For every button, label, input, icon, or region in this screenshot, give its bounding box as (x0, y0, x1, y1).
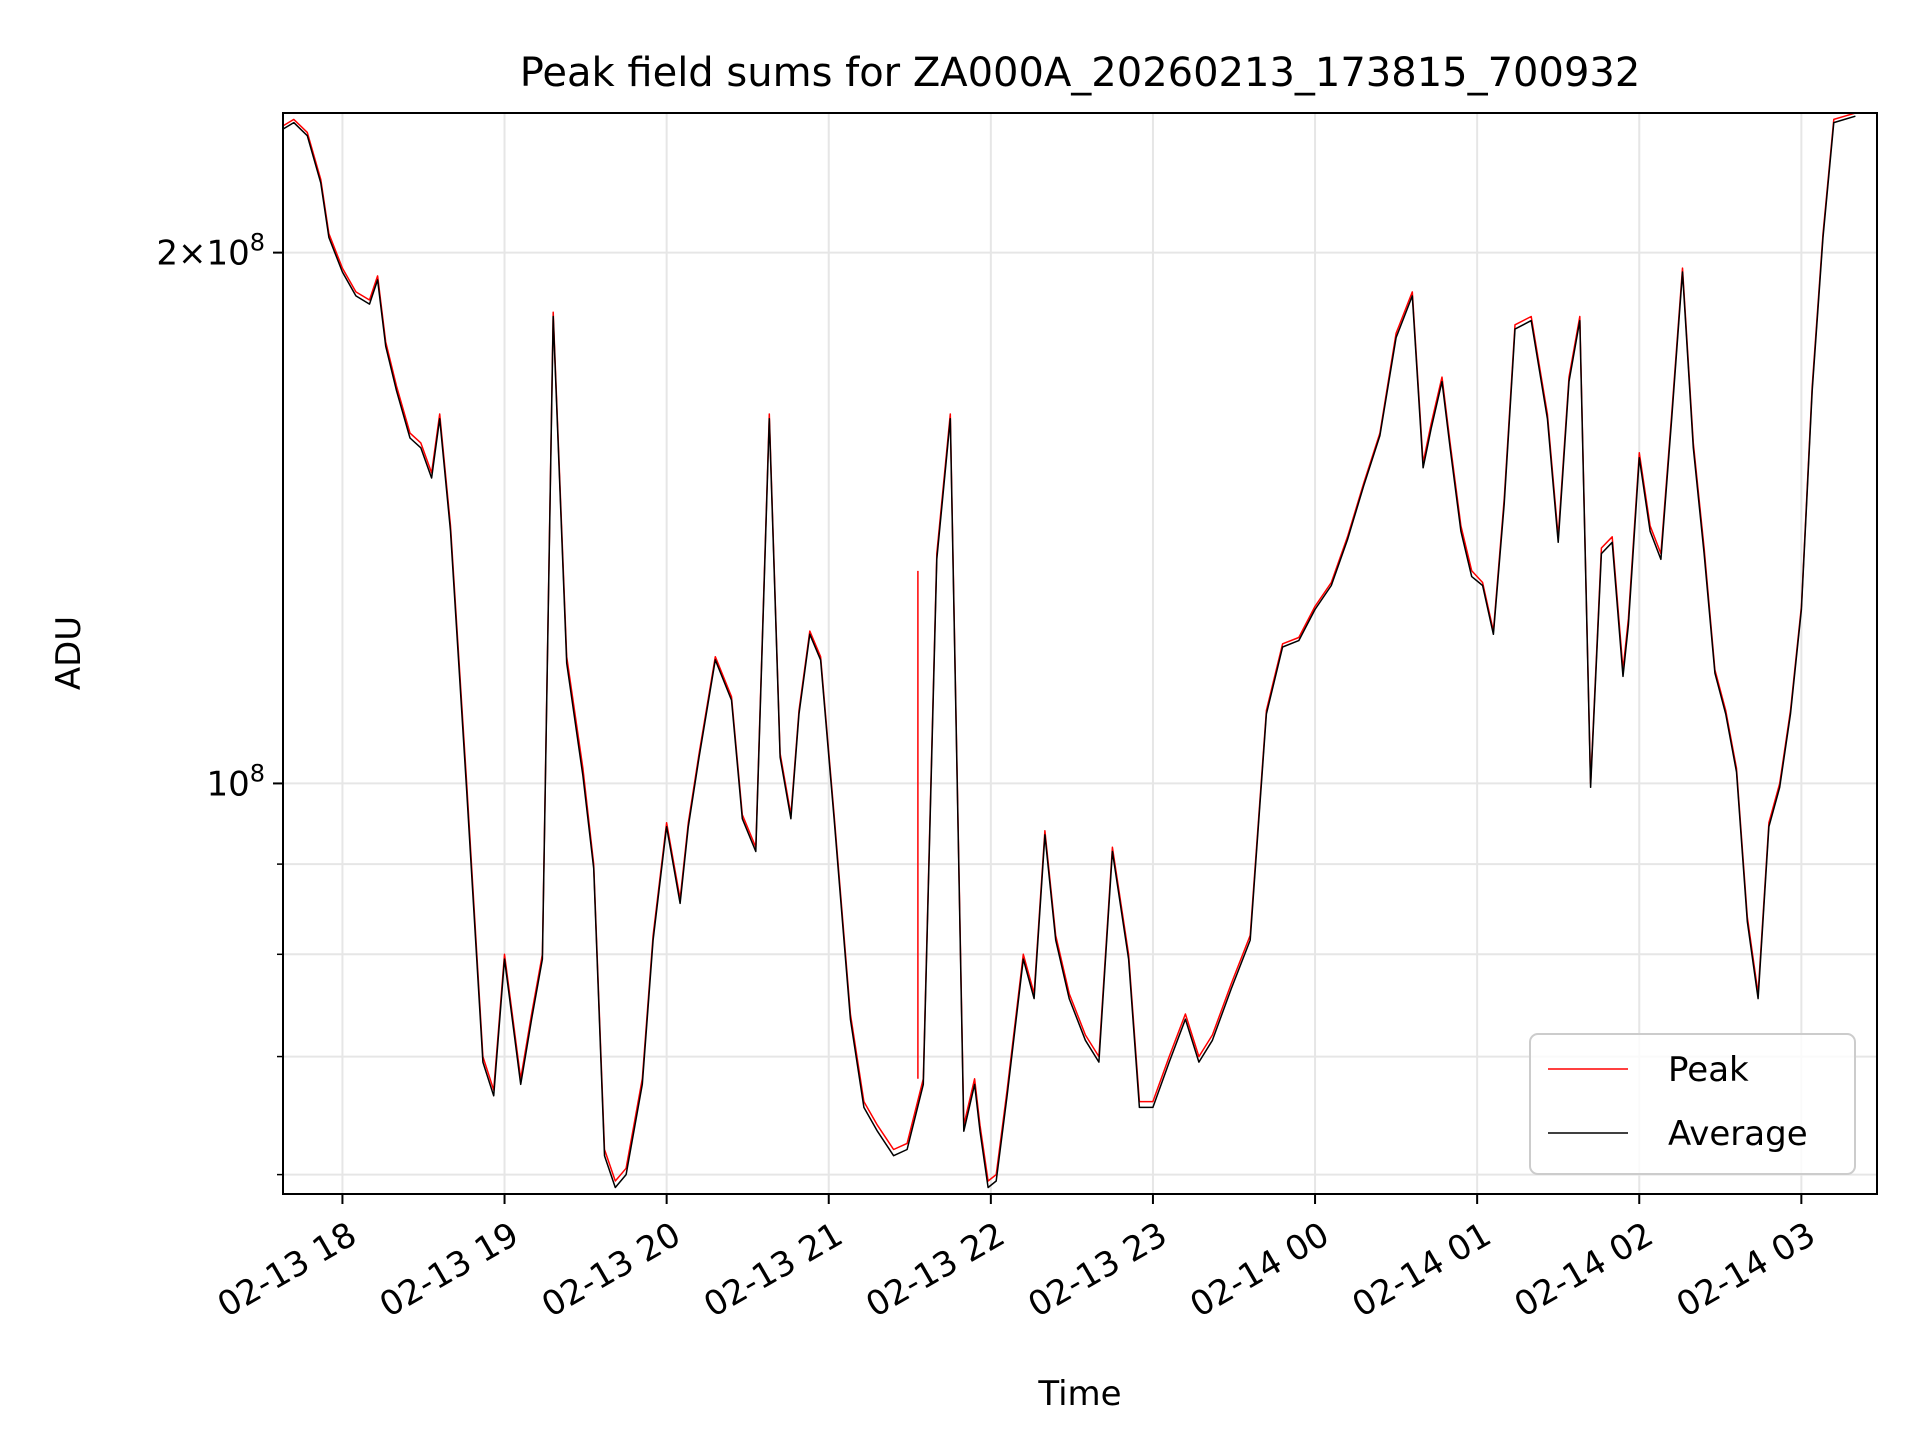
x-axis-label: Time (1037, 1374, 1121, 1414)
series-layer (282, 112, 1856, 1189)
legend: Peak Average (1529, 1033, 1856, 1175)
axes-frame (282, 112, 1878, 1195)
y-tick-label: 108 (206, 759, 265, 804)
legend-peak-label: Peak (1668, 1050, 1749, 1090)
series-line-average (282, 115, 1856, 1189)
y-axis-label: ADU (49, 616, 89, 690)
chart-title: Peak field sums for ZA000A_20260213_1738… (520, 50, 1641, 96)
legend-average-label: Average (1668, 1114, 1808, 1154)
y-tick-label: 2×108 (156, 229, 265, 274)
